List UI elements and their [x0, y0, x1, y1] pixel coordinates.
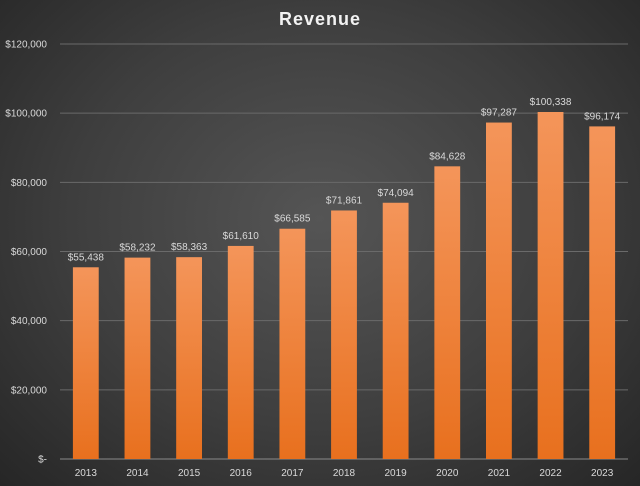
data-label-2015: $58,363 — [171, 242, 208, 253]
bar-2020 — [434, 166, 461, 459]
x-tick-label-2022: 2022 — [539, 468, 562, 479]
data-labels: $55,438 $58,232 $58,363 $61,610 $66,585 $71,8… — [68, 97, 621, 263]
y-tick-label: $80,000 — [11, 178, 48, 189]
bar-2016 — [227, 245, 254, 459]
data-label-2023: $96,174 — [584, 111, 621, 122]
x-tick-label-2015: 2015 — [178, 468, 201, 479]
y-tick-label: $20,000 — [11, 385, 48, 396]
x-tick-label-2017: 2017 — [281, 468, 304, 479]
bar-2021 — [486, 122, 512, 459]
data-label-2013: $55,438 — [68, 252, 105, 263]
bars — [72, 111, 616, 460]
bar-2019 — [382, 202, 409, 460]
x-tick-label-2023: 2023 — [591, 468, 614, 479]
y-tick-label: $60,000 — [11, 247, 48, 258]
x-tick-label-2021: 2021 — [488, 468, 511, 479]
chart-title: Revenue — [279, 9, 361, 29]
data-label-2019: $74,094 — [378, 188, 415, 199]
bar-2018 — [331, 210, 357, 459]
data-label-2018: $71,861 — [326, 195, 363, 206]
data-label-2021: $97,287 — [481, 108, 518, 119]
data-label-2020: $84,628 — [429, 151, 466, 162]
y-tick-label: $120,000 — [5, 40, 47, 51]
bar-2017 — [279, 228, 306, 459]
data-label-2016: $61,610 — [223, 231, 260, 242]
x-tick-label-2013: 2013 — [75, 468, 98, 479]
data-label-2014: $58,232 — [119, 243, 156, 254]
y-tick-label: $- — [38, 455, 47, 466]
bar-2015 — [176, 257, 202, 459]
x-tick-label-2018: 2018 — [333, 468, 356, 479]
data-label-2022: $100,338 — [530, 97, 572, 108]
x-tick-label-2016: 2016 — [230, 468, 253, 479]
y-tick-label: $100,000 — [5, 109, 47, 120]
x-tick-label-2019: 2019 — [385, 468, 408, 479]
y-tick-label: $40,000 — [11, 316, 48, 327]
bar-2014 — [124, 257, 151, 459]
y-axis-ticks: $- $20,000 $40,000 $60,000 $80,000 $100,000 $1… — [5, 40, 47, 466]
x-tick-label-2020: 2020 — [436, 468, 459, 479]
bar-2022 — [537, 111, 564, 460]
bar-2013 — [72, 267, 99, 459]
x-axis-ticks: 2013 2014 2015 2016 2017 2018 2019 2020 2021 2022… — [75, 468, 614, 479]
bar-2023 — [589, 126, 616, 459]
x-tick-label-2014: 2014 — [126, 468, 149, 479]
data-label-2017: $66,585 — [274, 214, 311, 225]
